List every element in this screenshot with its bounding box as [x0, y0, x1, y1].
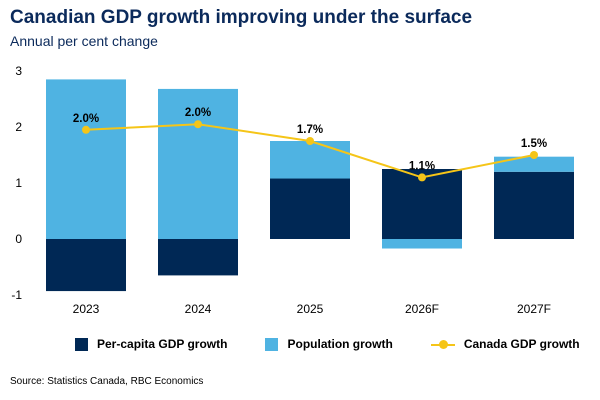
- y-tick-label: 3: [15, 64, 22, 78]
- gdp-growth-point: [194, 120, 202, 129]
- bar-per-capita: [158, 239, 238, 276]
- bar-per-capita: [494, 171, 574, 239]
- legend-swatch-per-capita: [75, 337, 88, 351]
- legend-swatch-population: [265, 337, 279, 351]
- gdp-data-label: 1.7%: [297, 124, 323, 136]
- chart-title: Canadian GDP growth improving under the …: [10, 7, 473, 28]
- bar-population: [270, 141, 350, 179]
- x-tick-label: 2027F: [517, 302, 551, 316]
- gdp-data-label: 1.1%: [409, 160, 435, 172]
- bar-population: [494, 156, 574, 172]
- legend-label-gdp: Canada GDP growth: [463, 337, 580, 351]
- gdp-growth-point: [530, 151, 538, 159]
- bar-population: [382, 239, 462, 249]
- bar-per-capita: [46, 239, 126, 292]
- legend-item-gdp: Canada GDP growth: [430, 337, 580, 351]
- legend-item-per-capita: Per-capita GDP growth: [75, 337, 227, 351]
- bar-per-capita: [270, 178, 350, 239]
- x-tick-label: 2026F: [405, 302, 439, 316]
- legend-label-per-capita: Per-capita GDP growth: [97, 337, 228, 351]
- x-tick-label: 2023: [73, 302, 100, 316]
- y-tick-label: 0: [15, 232, 22, 246]
- legend-item-population: Population growth: [265, 337, 393, 351]
- gdp-growth-point: [82, 125, 90, 134]
- gdp-data-label: 2.0%: [73, 113, 99, 125]
- gdp-data-label: 2.0%: [185, 107, 211, 119]
- chart-subtitle: Annual per cent change: [10, 33, 158, 49]
- source-note: Source: Statistics Canada, RBC Economics: [10, 376, 204, 387]
- gdp-growth-point: [418, 173, 426, 182]
- gdp-data-label: 1.5%: [521, 138, 547, 150]
- y-tick-label: 1: [15, 176, 22, 190]
- gdp-growth-chart: 3 2 1 0 -1 2023 2024 2025 2026F 2027F 2.0% 2.0% 1.7%…: [11, 64, 574, 316]
- y-tick-label: 2: [15, 120, 22, 134]
- chart-legend: Per-capita GDP growth Population growth …: [75, 337, 600, 351]
- legend-label-population: Population growth: [287, 337, 393, 351]
- y-tick-label: -1: [11, 288, 22, 302]
- bar-population: [158, 88, 238, 239]
- legend-swatch-gdp-line: [430, 338, 455, 351]
- x-tick-label: 2025: [297, 302, 324, 316]
- gdp-growth-point: [306, 137, 314, 145]
- bar-population: [46, 79, 126, 240]
- x-tick-label: 2024: [185, 302, 212, 316]
